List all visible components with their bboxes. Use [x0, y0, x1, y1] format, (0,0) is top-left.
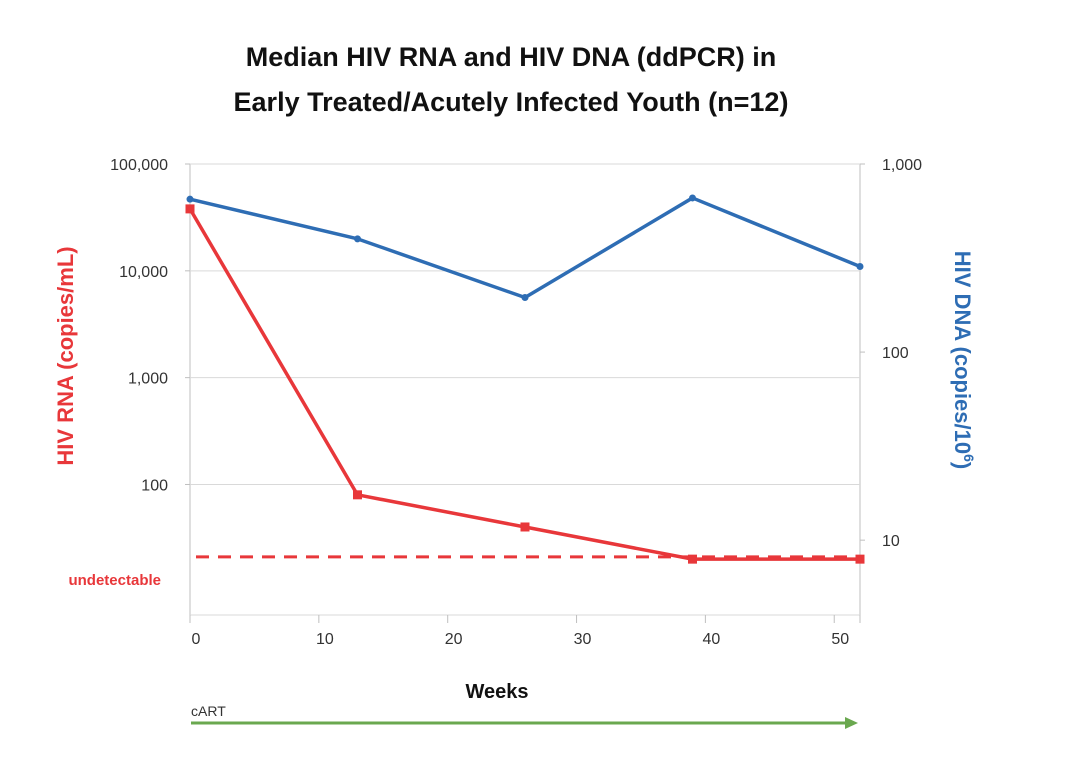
x-tick-label: 0: [192, 631, 201, 648]
cart-arrow-head: [845, 717, 858, 729]
y-left-tick-label: 100,000: [110, 157, 168, 174]
y-right-tick-label: 100: [882, 345, 909, 362]
series-line-hiv-dna: [189, 196, 861, 300]
series-layer: [185, 194, 865, 564]
data-point-hiv-rna: [353, 490, 362, 500]
y-axis-right-label-end: ): [950, 462, 975, 469]
data-point-hiv-dna: [354, 235, 361, 243]
tick-labels: 100 1,000 10,000 100,000 10 100 1,000 0 10 20 30 40…: [110, 157, 922, 648]
data-point-hiv-rna: [520, 522, 530, 532]
cart-label: cART: [191, 703, 226, 719]
data-point-hiv-dna: [521, 294, 529, 302]
data-point-hiv-dna: [186, 195, 194, 203]
chart-title-line-1: Median HIV RNA and HIV DNA (ddPCR) in: [246, 42, 777, 72]
x-tick-label: 20: [445, 631, 463, 648]
y-axis-right-label-main: HIV DNA (copies/10: [950, 251, 975, 454]
data-point-hiv-dna: [689, 194, 696, 202]
cart-annotation: cART: [191, 703, 858, 729]
y-right-tick-label: 10: [882, 533, 900, 550]
y-axis-right-label: HIV DNA (copies/106): [950, 251, 977, 469]
x-axis-label: Weeks: [465, 681, 528, 703]
series-line-hiv-rna: [188, 208, 860, 561]
data-point-hiv-rna: [855, 554, 865, 564]
y-axis-left-label: HIV RNA (copies/mL): [53, 246, 78, 465]
y-left-tick-label: 100: [141, 477, 168, 494]
data-point-hiv-dna: [856, 263, 864, 271]
data-point-hiv-rna: [688, 554, 697, 564]
y-left-tick-label: 1,000: [128, 371, 168, 388]
data-point-hiv-rna: [185, 204, 195, 214]
x-tick-label: 30: [574, 631, 592, 648]
plot-area: [189, 164, 861, 615]
gridlines: [185, 163, 865, 623]
y-left-tick-label: 10,000: [119, 264, 168, 281]
x-tick-label: 10: [316, 631, 334, 648]
x-tick-label: 40: [702, 631, 720, 648]
undetectable-label: undetectable: [68, 572, 161, 589]
x-tick-label: 50: [831, 631, 849, 648]
chart-title-line-2: Early Treated/Acutely Infected Youth (n=…: [234, 87, 789, 117]
y-axis-right-label-sup: 6: [961, 454, 977, 462]
y-right-tick-label: 1,000: [882, 157, 922, 174]
